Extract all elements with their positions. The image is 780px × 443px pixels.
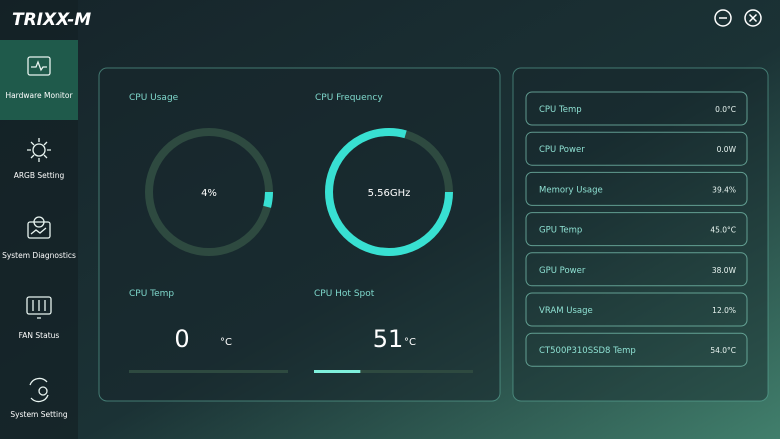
sensor-row: [525, 332, 748, 367]
sensor-value: 0.0°C: [715, 105, 736, 114]
nav-item[interactable]: FAN Status: [19, 296, 60, 340]
nav-item[interactable]: Hardware Monitor: [5, 56, 73, 100]
temp-value: 51: [373, 325, 404, 353]
temp-track: [314, 370, 473, 373]
sensor-value: 12.0%: [712, 306, 736, 315]
monitor-panel: [98, 67, 501, 402]
gauge-value: 5.56GHz: [368, 188, 411, 199]
sensor-value: 39.4%: [712, 185, 736, 194]
close-button[interactable]: [744, 9, 762, 27]
nav-label: System Diagnostics: [2, 251, 76, 260]
temp-title: CPU Hot Spot: [314, 289, 375, 299]
logo: TRIXX-M: [12, 10, 91, 30]
sensor-value: 54.0°C: [710, 346, 736, 355]
sensor-name: GPU Temp: [539, 226, 582, 236]
sensor-name: Memory Usage: [539, 185, 603, 195]
nav-label: FAN Status: [19, 331, 60, 340]
dynamic-content: CPU Usage 4% CPU Frequency 5.56GHz CPU Temp 0…: [129, 91, 748, 373]
gauge-arc: [325, 128, 453, 256]
gauge-title: CPU Usage: [129, 93, 179, 103]
sensor-name: CPU Temp: [539, 105, 582, 115]
sensor-panel: [512, 67, 769, 402]
gauge-arc: [145, 128, 273, 256]
sensor-row: [525, 252, 748, 287]
temp-title: CPU Temp: [129, 289, 174, 299]
nav-label: ARGB Setting: [14, 171, 65, 180]
sensor-row: [525, 91, 748, 126]
gauge-title: CPU Frequency: [315, 93, 383, 103]
nav-label: System Setting: [10, 410, 67, 419]
temp-track: [129, 370, 288, 373]
nav-item[interactable]: ARGB Setting: [14, 138, 65, 180]
temp-bar: [314, 370, 361, 373]
sensor-name: GPU Power: [539, 266, 586, 276]
minimize-button[interactable]: [714, 9, 732, 27]
sensor-value: 0.0W: [717, 145, 737, 154]
sensor-row: [525, 171, 748, 206]
sensor-row: [525, 131, 748, 166]
nav-item[interactable]: System Diagnostics: [2, 216, 76, 260]
temp-unit: °C: [220, 337, 232, 348]
temp-value: 0: [174, 325, 189, 353]
sensor-row: [525, 212, 748, 247]
gauge-value: 4%: [201, 188, 217, 199]
sensor-value: 45.0°C: [710, 226, 736, 235]
sensor-value: 38.0W: [712, 266, 737, 275]
temp-unit: °C: [404, 337, 416, 348]
sensor-name: CPU Power: [539, 145, 585, 155]
active-nav-bg: [0, 40, 78, 120]
nav-item[interactable]: System Setting: [10, 377, 68, 419]
sensor-name: CT500P310SSD8 Temp: [539, 346, 636, 356]
nav-label: Hardware Monitor: [5, 91, 73, 100]
sensor-name: VRAM Usage: [539, 306, 593, 316]
sensor-row: [525, 292, 748, 327]
